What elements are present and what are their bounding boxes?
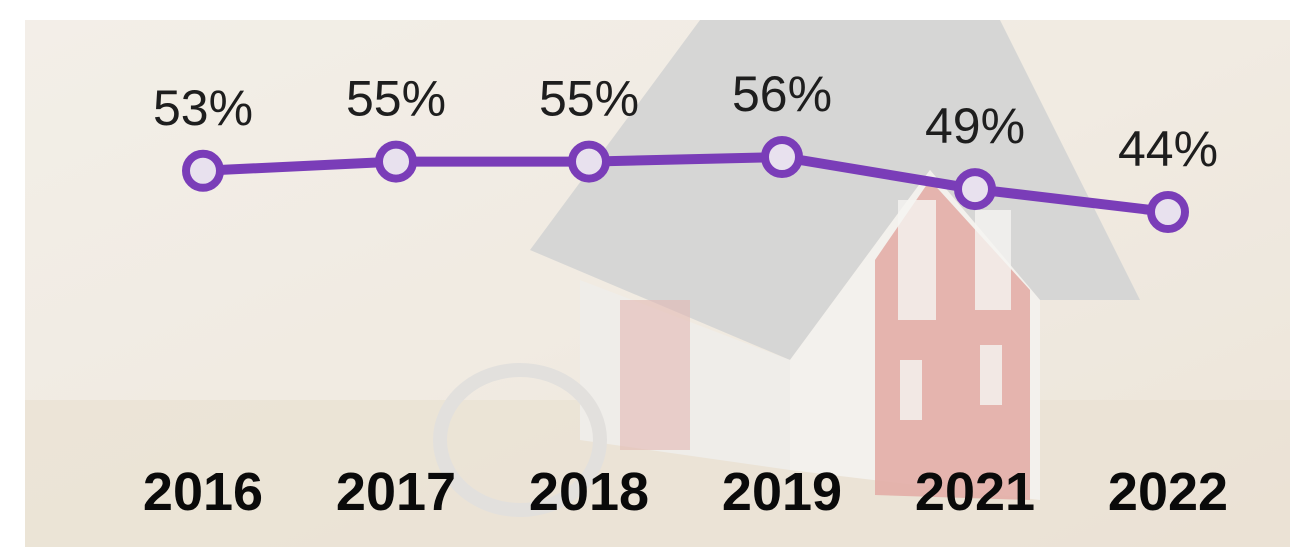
- x-tick-label: 2022: [1108, 462, 1228, 522]
- data-label: 55%: [346, 71, 446, 127]
- x-tick-label: 2016: [143, 462, 263, 522]
- data-label: 56%: [732, 66, 832, 122]
- data-label: 53%: [153, 80, 253, 136]
- line: [202, 152, 1169, 217]
- point: [182, 149, 224, 192]
- x-tick-label: 2021: [915, 462, 1035, 522]
- point: [761, 136, 803, 178]
- point: [375, 140, 417, 183]
- data-label: 44%: [1118, 121, 1218, 177]
- background-photo: [25, 20, 1290, 547]
- x-tick-label: 2018: [529, 462, 649, 522]
- point: [568, 140, 610, 183]
- x-tick-label: 2019: [722, 462, 842, 522]
- data-label: 55%: [539, 71, 639, 127]
- data-label: 49%: [925, 98, 1025, 154]
- point: [954, 168, 996, 211]
- point: [1147, 191, 1189, 233]
- x-tick-label: 2017: [336, 462, 456, 522]
